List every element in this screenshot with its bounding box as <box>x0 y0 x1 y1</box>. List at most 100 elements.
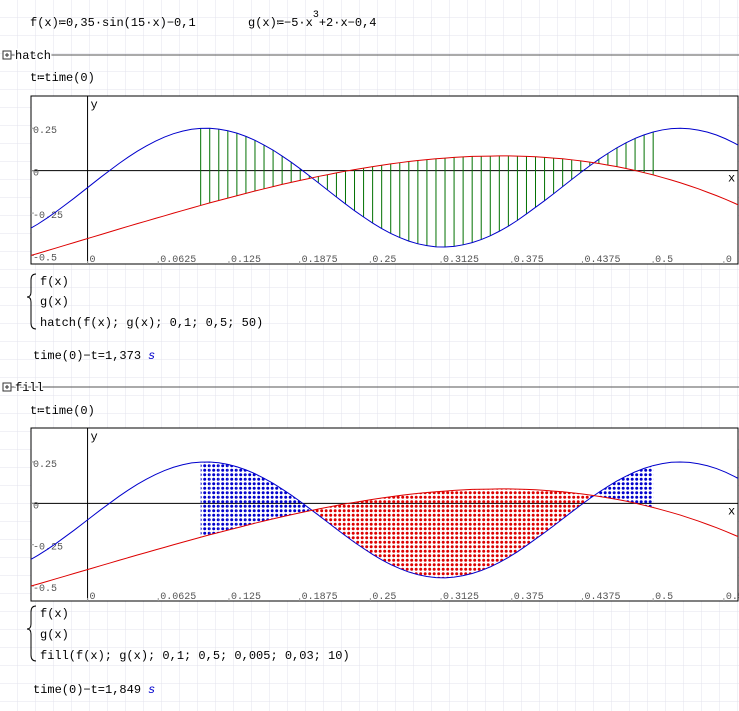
x-tick-label: 0 <box>90 255 96 266</box>
timer-start: t≔time(0) <box>30 404 95 418</box>
fill-cell <box>245 469 255 526</box>
fill-cell <box>300 501 310 513</box>
fill-cell <box>318 507 328 523</box>
fill-cell <box>481 489 491 571</box>
plot-area <box>30 95 739 265</box>
region-toggle-icon <box>5 385 9 389</box>
series-name: g(x) <box>40 628 69 642</box>
fill-cell <box>218 462 228 533</box>
y-axis-label: y <box>91 430 98 444</box>
x-tick-label: 0.25 <box>372 255 396 266</box>
y-tick-label: 0.25 <box>33 460 57 471</box>
x-tick-label: 0.1875 <box>302 592 338 603</box>
fill-cell <box>264 478 274 522</box>
fill-cell <box>273 483 283 519</box>
x-tick-label: 0.5 <box>655 255 673 266</box>
y-tick-label: -0.5 <box>33 584 57 595</box>
fill-cell <box>580 493 590 506</box>
fill-cell <box>345 502 355 543</box>
fill-cell <box>562 491 572 519</box>
fill-cell <box>454 489 464 578</box>
fill-cell <box>336 503 346 536</box>
fill-cell <box>635 468 645 506</box>
brace <box>26 605 37 662</box>
fill-cell <box>526 489 536 546</box>
region-title: hatch <box>15 49 51 63</box>
fill-cell <box>282 489 292 517</box>
fill-cell <box>598 486 608 498</box>
fill-cell <box>426 491 436 578</box>
region-toggle-icon <box>5 53 9 57</box>
fill-cell <box>390 495 400 569</box>
x-tick-label: 0 <box>726 255 732 266</box>
plot-content <box>31 127 738 256</box>
x-tick-label: 0.125 <box>231 592 261 603</box>
series-name: f(x) <box>40 607 69 621</box>
timer-start: t≔time(0) <box>30 71 95 85</box>
y-tick-label: 0 <box>33 501 39 512</box>
x-tick-label: 0.375 <box>514 592 544 603</box>
fill-cell <box>236 466 246 528</box>
fill-cell <box>354 500 364 549</box>
series-name: f(x) <box>40 275 69 289</box>
x-tick-label: 0.375 <box>514 255 544 266</box>
fill-expression: fill(f(x); g(x); 0,1; 0,5; 0,005; 0,03; … <box>40 649 350 663</box>
brace <box>26 273 37 330</box>
y-tick-label: -0.5 <box>33 254 57 265</box>
fill-cell <box>508 488 518 558</box>
fill-cell <box>535 489 545 540</box>
fill-cell <box>490 488 500 567</box>
fill-cell <box>499 488 509 563</box>
f-definition: f(x)≔0,35·sin(15·x)−0,1 <box>30 16 196 30</box>
x-tick-label: 0.4375 <box>584 592 620 603</box>
fill-cell <box>417 492 427 577</box>
x-tick-label: 0.0625 <box>160 592 196 603</box>
curve <box>31 461 738 579</box>
x-axis-label: x <box>728 504 735 518</box>
series-name: g(x) <box>40 295 69 309</box>
fill-cell <box>254 473 265 524</box>
y-tick-label: -0.25 <box>33 543 63 554</box>
fill-cell <box>200 461 210 538</box>
y-axis-label: y <box>91 98 98 112</box>
plot-content <box>31 461 738 587</box>
fill-cell <box>327 505 337 529</box>
plot: x y 0 0.0625 0.125 0.1875 0.25 0.3125 0.375 0.437… <box>30 427 739 603</box>
fill-cell <box>399 494 409 573</box>
curve <box>31 155 738 256</box>
x-tick-label: 0.125 <box>231 255 261 266</box>
fill-expression: hatch(f(x); g(x); 0,1; 0,5; 50) <box>40 316 263 330</box>
fill-cell <box>616 476 627 502</box>
x-tick-label: 0.25 <box>372 592 396 603</box>
fill-cell <box>544 490 554 533</box>
x-tick-label: 0.1875 <box>302 255 338 266</box>
timer-result: time(0)−t=1,373 s <box>33 349 155 363</box>
fill-cell <box>363 499 373 555</box>
x-tick-label: 0 <box>90 592 96 603</box>
fill-cell <box>472 489 482 574</box>
fill-cell <box>553 491 563 526</box>
plot: x y 0 0.0625 0.125 0.1875 0.25 0.3125 0.375 0.437… <box>30 95 739 266</box>
curve <box>31 488 738 587</box>
x-tick-label: 0.4375 <box>584 255 620 266</box>
fill-cell <box>435 491 446 578</box>
fill-cell <box>644 465 654 508</box>
fill-cell <box>408 493 418 575</box>
g-definition: g(x)≔−5·x3+2·x−0,4 <box>248 10 376 30</box>
y-tick-label: 0 <box>33 169 39 180</box>
fill-cell <box>517 489 527 552</box>
fill-cell <box>227 464 237 531</box>
fill-cell <box>372 498 382 560</box>
fill-cell <box>571 492 581 512</box>
x-tick-label: 0.3125 <box>443 592 479 603</box>
timer-result: time(0)−t=1,849 s <box>33 683 155 697</box>
region-title: fill <box>15 381 44 395</box>
x-axis-label: x <box>728 172 735 186</box>
fill-cell <box>381 496 391 565</box>
y-tick-label: 0.25 <box>33 126 57 137</box>
x-tick-label: 0.3125 <box>443 255 479 266</box>
curve <box>31 127 738 248</box>
fill-cell <box>209 461 219 535</box>
fill-cell <box>445 490 455 578</box>
